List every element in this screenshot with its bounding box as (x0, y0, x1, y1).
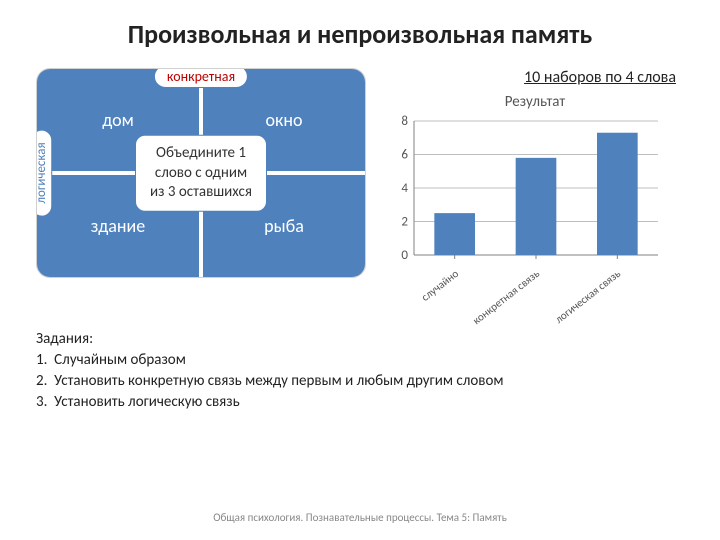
task-num-2: 2. (36, 372, 54, 390)
page-title: Произвольная и непроизвольная память (0, 0, 720, 50)
task-num-1: 1. (36, 351, 54, 369)
subtitle: 10 наборов по 4 слова (386, 68, 684, 87)
result-chart: 02468 случайноконкретная связьлогическая… (386, 115, 666, 315)
svg-text:2: 2 (401, 215, 408, 230)
task-3: 3. Установить логическую связь (36, 392, 684, 413)
task-text-2: Установить конкретную связь между первым… (54, 372, 503, 390)
task-text-1: Случайным образом (54, 351, 186, 369)
tasks-block: Задания: 1. Случайным образом 2. Установ… (0, 315, 720, 413)
task-text-3: Установить логическую связь (54, 393, 239, 411)
word-quad: дом окно здание рыба конкретная логическ… (36, 68, 366, 278)
svg-text:0: 0 (401, 248, 408, 263)
subtitle-underline: 10 наборов по 4 слова (524, 68, 676, 87)
center-line-2: слово с одним (150, 163, 252, 183)
svg-text:8: 8 (401, 115, 408, 129)
center-line-3: из 3 оставшихся (150, 183, 252, 203)
task-num-3: 3. (36, 393, 54, 411)
task-2: 2. Установить конкретную связь между пер… (36, 371, 684, 392)
left-column: дом окно здание рыба конкретная логическ… (36, 68, 366, 315)
svg-text:6: 6 (401, 148, 408, 163)
quad-top-label: конкретная (154, 68, 248, 88)
quad-center-box: Объедините 1 слово с одним из 3 оставших… (135, 135, 267, 212)
right-column: 10 наборов по 4 слова Результат 02468 сл… (386, 68, 684, 315)
chart-title: Результат (386, 93, 684, 111)
main-content: дом окно здание рыба конкретная логическ… (0, 50, 720, 315)
footer-text: Общая психология. Познавательные процесс… (0, 511, 720, 524)
svg-text:4: 4 (401, 181, 408, 196)
center-line-1: Объедините 1 (150, 144, 252, 164)
quad-left-label: логическая (36, 129, 52, 216)
tasks-heading: Задания: (36, 329, 684, 350)
task-1: 1. Случайным образом (36, 350, 684, 371)
